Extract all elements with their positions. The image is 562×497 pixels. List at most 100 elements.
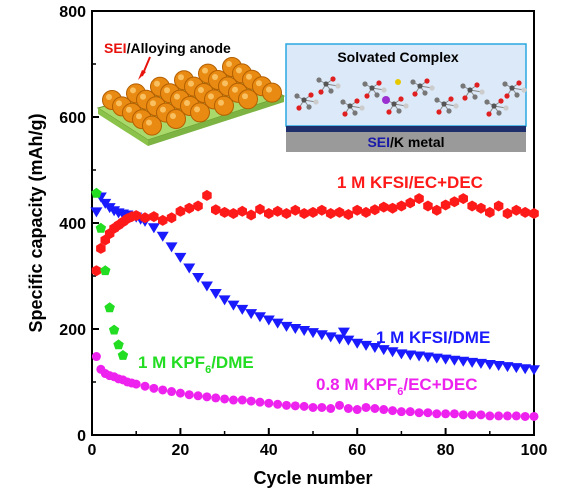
atom [467,87,473,93]
y-axis-title: Specific capacity (mAh/g) [26,113,46,332]
anode-particle [262,82,282,103]
data-point [458,193,468,205]
data-point [174,252,187,263]
data-point [237,395,247,405]
data-point [184,390,194,400]
inset-complex-title: Solvated Complex [337,49,459,65]
x-tick-label: 40 [260,442,278,459]
data-point [528,365,540,376]
data-point [308,402,318,412]
data-point [404,350,417,361]
inset-sei-layer [286,126,526,132]
data-point [255,203,265,215]
atom [509,85,515,91]
data-point [510,363,523,374]
data-point [432,204,442,216]
particle-highlight [218,99,224,106]
atom [316,77,322,83]
data-point [246,396,256,406]
particle-highlight [140,93,146,100]
atom [330,76,336,82]
data-point [281,208,292,219]
particle-highlight [242,93,248,100]
data-point [439,354,452,365]
data-point [485,206,495,218]
particle-highlight [222,80,228,87]
atom [436,109,442,115]
atom [364,93,370,99]
data-point [351,338,364,349]
anode-particle [142,115,162,136]
data-point [183,263,196,274]
tick-labels: 0 20 40 60 80 100 0 200 400 600 800 [59,4,547,459]
data-point [413,351,426,362]
data-point [414,408,424,418]
data-point [245,309,258,320]
data-point [100,265,111,276]
series-kpf6-ec-dec [91,352,539,421]
x-tick-label: 60 [348,442,366,459]
data-point [333,334,346,345]
data-point [502,411,512,421]
data-point [421,352,434,363]
particle-highlight [106,94,112,100]
data-point [326,404,336,413]
atom [308,92,314,98]
inset-anode-label: SEI/Alloying anode [104,40,231,56]
atom [347,103,353,109]
data-point [405,197,415,209]
data-point [192,273,205,284]
data-point [342,335,355,346]
atom [503,105,509,111]
data-point [334,206,345,218]
data-point [273,399,283,409]
data-point [423,200,433,212]
data-point [325,208,336,219]
atom [448,96,454,102]
data-point [466,357,479,368]
data-point [483,359,496,370]
y-tick-label: 400 [59,216,86,233]
atom [434,97,440,103]
atom [516,80,522,86]
atom [472,94,478,100]
data-point [184,202,194,214]
particle-highlight [130,87,136,94]
atom [422,90,428,96]
data-point [361,206,371,218]
data-point [281,400,291,410]
x-tick-label: 100 [521,442,548,459]
atom [491,103,497,109]
data-point [449,409,459,419]
particle-highlight [226,61,232,67]
atom [424,78,430,84]
inset-molecules [294,76,527,117]
particle-highlight [174,93,180,100]
data-point [485,411,495,421]
particle-highlight [116,100,122,107]
data-point [211,393,221,403]
atom [396,108,402,114]
particle-highlight [212,74,218,80]
anode-particle [166,109,186,129]
data-point [166,212,177,224]
data-point [361,402,371,412]
data-point [405,407,415,417]
data-point [324,332,337,343]
data-point [360,340,373,351]
data-point [307,328,319,339]
y-tick-label: 200 [59,322,86,339]
data-point [131,379,141,389]
particle-highlight [236,67,242,74]
data-point [396,200,407,212]
data-point [211,204,221,216]
data-point [432,409,442,419]
series-kpf6-dme [91,187,129,360]
data-point [91,265,102,277]
atom [514,92,520,98]
data-point [255,397,265,407]
data-point [131,210,141,222]
y-tick-label: 800 [59,4,86,21]
data-point [529,208,539,219]
data-point [386,347,399,358]
